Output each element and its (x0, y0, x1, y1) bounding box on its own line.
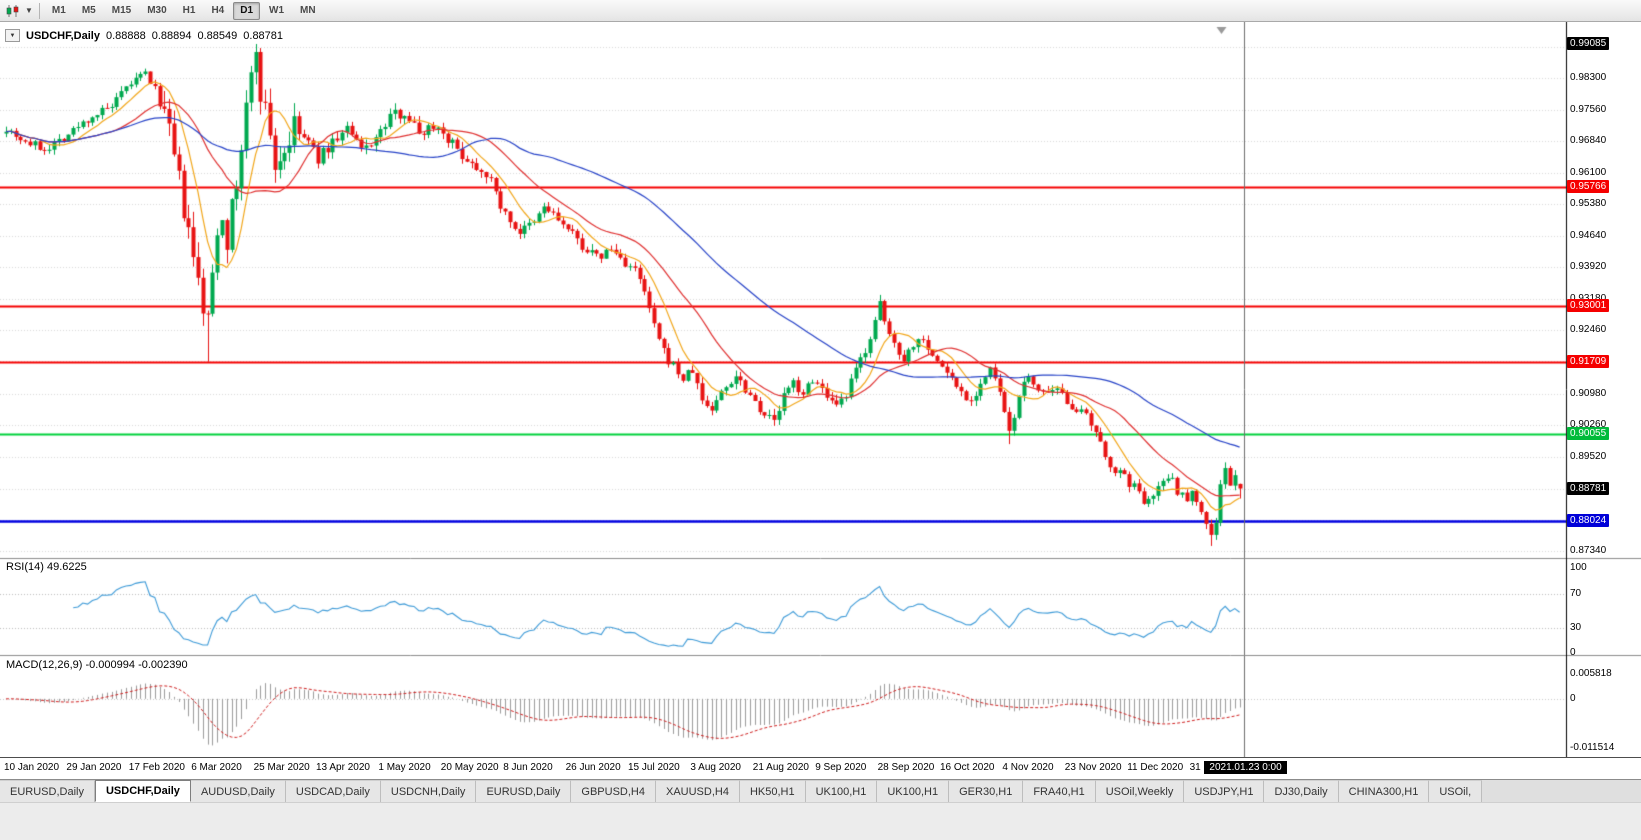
date-axis-tick: 6 Mar 2020 (191, 762, 242, 773)
macd-indicator-label: MACD(12,26,9) -0.000994 -0.002390 (6, 659, 188, 671)
timeframe-d1[interactable]: D1 (233, 1, 261, 20)
ohlc-close: 0.88781 (243, 29, 284, 42)
chart-symbol-label: USDCHF,Daily (26, 29, 100, 42)
chart-canvas[interactable] (0, 22, 1641, 757)
candlestick-chart-icon[interactable] (3, 3, 23, 19)
chart-tab-17-usoil-[interactable]: USOil, (1429, 780, 1483, 802)
date-axis-tick: 15 Jul 2020 (628, 762, 680, 773)
date-axis-tick: 20 May 2020 (440, 762, 499, 773)
ohlc-high: 0.88894 (151, 29, 192, 42)
chart-tab-0-eurusd-daily[interactable]: EURUSD,Daily (0, 780, 95, 802)
timeframe-h4[interactable]: H4 (211, 4, 225, 16)
date-axis-tick: 28 Sep 2020 (877, 762, 935, 773)
timeframe-h1[interactable]: H1 (182, 4, 196, 16)
chart-tab-1-usdchf-daily[interactable]: USDCHF,Daily (94, 780, 191, 802)
chart-tab-15-dj30-daily[interactable]: DJ30,Daily (1264, 780, 1339, 802)
date-axis-tick: 11 Dec 2020 (1127, 762, 1184, 773)
chart-tab-13-usoil-weekly[interactable]: USOil,Weekly (1095, 780, 1185, 802)
timeframe-m15[interactable]: M15 (111, 4, 132, 16)
ohlc-low: 0.88549 (197, 29, 238, 42)
date-axis-tick: 23 Nov 2020 (1064, 762, 1122, 773)
collapse-icon[interactable]: ▼ (5, 29, 20, 42)
ohlc-open: 0.88888 (105, 29, 146, 42)
chart-tab-14-usdjpy-h1[interactable]: USDJPY,H1 (1184, 780, 1265, 802)
date-axis-tick: 4 Nov 2020 (1002, 762, 1054, 773)
date-axis-tick: 17 Feb 2020 (128, 762, 185, 773)
chart-tab-11-ger30-h1[interactable]: GER30,H1 (949, 780, 1024, 802)
date-axis-tick: 9 Sep 2020 (815, 762, 867, 773)
date-axis-tick: 26 Jun 2020 (565, 762, 621, 773)
chart-tab-4-usdcnh-daily[interactable]: USDCNH,Daily (380, 780, 477, 802)
toolbar-separator (38, 2, 40, 19)
vline-date-label: 2021.01.23 0:00 (1204, 761, 1287, 774)
chart-tab-5-eurusd-daily[interactable]: EURUSD,Daily (476, 780, 572, 802)
timeframe-mn[interactable]: MN (300, 4, 316, 16)
date-axis-tick: 10 Jan 2020 (4, 762, 60, 773)
chart-tab-8-hk50-h1[interactable]: HK50,H1 (739, 780, 806, 802)
toolbar: ▼ M1 M5 M15 M30 H1 H4 D1 W1 MN (0, 0, 1641, 22)
chart-tab-12-fra40-h1[interactable]: FRA40,H1 (1023, 780, 1096, 802)
date-axis-tick: 25 Mar 2020 (253, 762, 310, 773)
rsi-indicator-label: RSI(14) 49.6225 (6, 561, 87, 573)
date-axis-tick: 16 Oct 2020 (940, 762, 995, 773)
date-axis-tick: 13 Apr 2020 (316, 762, 370, 773)
timeframe-m5[interactable]: M5 (81, 4, 96, 16)
chart-tab-10-uk100-h1[interactable]: UK100,H1 (877, 780, 950, 802)
timeframe-group: M1 M5 M15 M30 H1 H4 D1 W1 MN (44, 0, 324, 21)
date-axis-tick: 21 Aug 2020 (752, 762, 809, 773)
chart-tab-9-uk100-h1[interactable]: UK100,H1 (805, 780, 878, 802)
chart-tab-3-usdcad-daily[interactable]: USDCAD,Daily (285, 780, 381, 802)
timeframe-m1[interactable]: M1 (51, 4, 66, 16)
chart-header: ▼ USDCHF,Daily 0.88888 0.88894 0.88549 0… (5, 29, 283, 42)
timeframe-w1[interactable]: W1 (269, 4, 285, 16)
date-axis-tick: 8 Jun 2020 (503, 762, 553, 773)
chart-tab-6-gbpusd-h4[interactable]: GBPUSD,H4 (571, 780, 656, 802)
chart-type-dropdown-icon[interactable]: ▼ (25, 6, 33, 15)
date-axis-tick: 1 May 2020 (378, 762, 431, 773)
chart-tabbar: EURUSD,Daily USDCHF,Daily AUDUSD,Daily USDC… (0, 779, 1641, 802)
date-axis-tick: 29 Jan 2020 (66, 762, 122, 773)
chart-window: ▼ USDCHF,Daily 0.88888 0.88894 0.88549 0… (0, 22, 1641, 779)
chart-tab-2-audusd-daily[interactable]: AUDUSD,Daily (190, 780, 286, 802)
chart-tab-16-china300-h1[interactable]: CHINA300,H1 (1338, 780, 1430, 802)
bottom-strip (0, 802, 1641, 840)
chart-tab-7-xauusd-h4[interactable]: XAUUSD,H4 (655, 780, 740, 802)
date-axis[interactable]: 10 Jan 2020 29 Jan 2020 17 Feb 2020 6 Mar 2… (0, 757, 1641, 779)
timeframe-m30[interactable]: M30 (147, 4, 167, 16)
date-axis-tick: 3 Aug 2020 (690, 762, 741, 773)
